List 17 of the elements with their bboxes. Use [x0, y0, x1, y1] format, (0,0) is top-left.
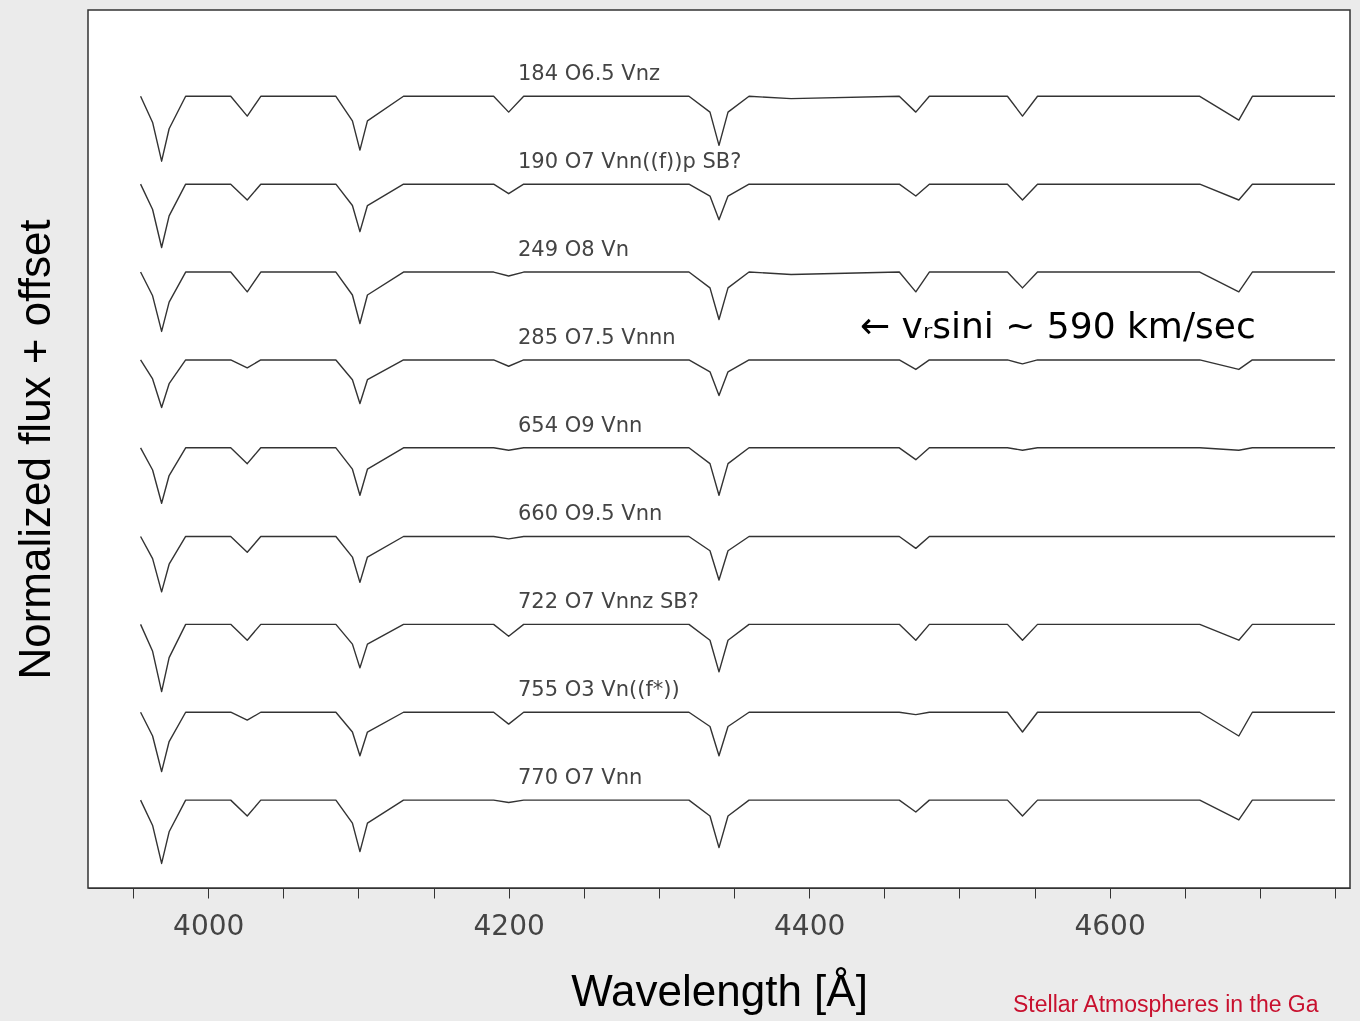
text: Stellar Atmospheres in the Ga [1013, 991, 1319, 1017]
series-label: 770 O7 Vnn [518, 765, 643, 790]
series-label: 654 O9 Vnn [518, 412, 643, 437]
x-tick-label: 4200 [473, 908, 545, 942]
series-label: 722 O7 Vnnz SB? [518, 589, 699, 614]
series-label: 249 O8 Vn [518, 237, 629, 262]
series-label: 285 O7.5 Vnnn [518, 324, 676, 349]
x-tick-label: 4000 [173, 908, 245, 942]
y-axis-title: Normalized flux + offset [9, 219, 59, 680]
series-label: 184 O6.5 Vnz [518, 61, 661, 86]
x-axis-title: Wavelength [Å] [571, 965, 868, 1015]
annotation: ← vᵣsini ~ 590 km/sec [860, 305, 1256, 346]
series-label: 190 O7 Vnn((f))p SB? [518, 149, 742, 174]
x-tick-label: 4600 [1074, 908, 1146, 942]
series-label: 755 O3 Vn((f*)) [518, 677, 680, 702]
series-label: 660 O9.5 Vnn [518, 501, 663, 526]
x-tick-label: 4400 [774, 908, 846, 942]
